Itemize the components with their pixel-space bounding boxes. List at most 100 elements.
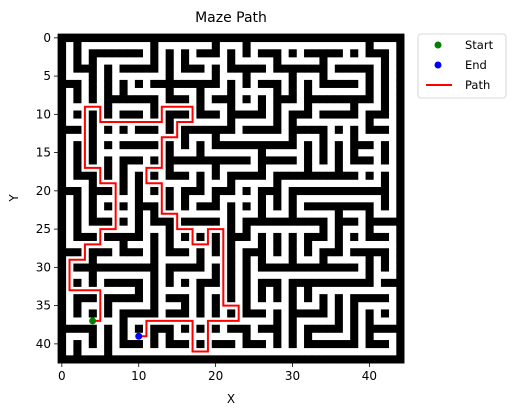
maze-wall [119, 309, 128, 318]
maze-wall [257, 156, 266, 165]
maze-wall [204, 110, 213, 119]
maze-wall [150, 271, 159, 280]
maze-wall [257, 110, 266, 119]
maze-wall [257, 49, 266, 58]
maze-wall [234, 355, 243, 364]
maze-wall [257, 95, 266, 104]
maze-wall [396, 248, 405, 257]
maze-wall [227, 187, 236, 196]
maze-wall [334, 148, 343, 157]
maze-wall [227, 255, 236, 264]
maze-wall [273, 278, 282, 287]
maze-wall [265, 156, 274, 165]
maze-wall [288, 171, 297, 180]
maze-wall [104, 324, 113, 333]
maze-wall [119, 278, 128, 287]
maze-wall [334, 141, 343, 150]
y-tick-label: 40 [36, 337, 51, 351]
maze-wall [380, 56, 390, 65]
maze-wall [365, 294, 374, 303]
maze-wall [142, 125, 151, 134]
maze-wall [73, 225, 82, 234]
maze-wall [104, 294, 113, 303]
maze-wall [311, 355, 320, 364]
maze-wall [319, 324, 328, 333]
maze-wall [88, 64, 97, 73]
maze-wall [211, 41, 220, 50]
maze-wall [288, 125, 297, 134]
maze-wall [288, 141, 297, 150]
maze-wall [88, 79, 97, 88]
legend-end-marker [434, 61, 442, 69]
maze-wall [96, 34, 105, 43]
maze-wall [280, 156, 290, 165]
maze-wall [88, 355, 97, 364]
maze-wall [357, 187, 366, 196]
maze-wall [88, 271, 97, 280]
maze-wall [127, 156, 136, 165]
maze-wall [58, 317, 67, 326]
maze-wall [58, 133, 67, 142]
maze-wall [319, 355, 328, 364]
maze-wall [104, 347, 113, 356]
maze-wall [58, 263, 67, 272]
maze-wall [380, 355, 390, 364]
maze-wall [173, 110, 182, 119]
maze-wall [181, 187, 190, 196]
maze-wall [265, 263, 274, 272]
maze-wall [365, 141, 374, 150]
maze-wall [211, 232, 220, 241]
maze-wall [150, 64, 159, 73]
x-tick-label: 20 [208, 369, 223, 383]
maze-wall [181, 141, 190, 150]
maze-wall [73, 164, 82, 173]
maze-wall [165, 340, 174, 349]
maze-wall [81, 355, 90, 364]
maze-wall [242, 225, 251, 234]
maze-wall [204, 278, 213, 287]
maze-wall [58, 225, 67, 234]
maze-wall [311, 171, 320, 180]
maze-wall [350, 217, 359, 226]
maze-wall [250, 110, 259, 119]
maze-wall [58, 41, 67, 50]
maze-wall [319, 125, 328, 134]
x-axis-label: X [227, 392, 235, 406]
maze-wall [304, 156, 313, 165]
maze-wall [150, 340, 159, 349]
maze-wall [119, 79, 128, 88]
maze-wall [119, 125, 128, 134]
maze-wall [273, 110, 282, 119]
maze-wall [334, 164, 343, 173]
maze-wall [273, 240, 282, 249]
maze-wall [88, 34, 97, 43]
maze-wall [257, 232, 266, 241]
maze-wall [396, 340, 405, 349]
maze-wall [150, 309, 159, 318]
maze-wall [150, 301, 159, 310]
maze-wall [58, 49, 67, 58]
maze-wall [58, 194, 67, 203]
maze-wall [334, 301, 343, 310]
maze-wall [388, 217, 397, 226]
maze-wall [319, 133, 328, 142]
maze-wall [288, 209, 297, 219]
maze-wall [365, 278, 374, 287]
maze-wall [342, 217, 351, 226]
maze-wall [288, 263, 297, 272]
maze-wall [211, 133, 220, 142]
maze-wall [304, 87, 313, 96]
maze-wall [119, 217, 128, 226]
maze-wall [257, 324, 266, 333]
maze-wall [188, 187, 197, 196]
maze-wall [350, 64, 359, 73]
maze-wall [365, 41, 374, 50]
maze-wall [150, 202, 159, 211]
maze-wall [181, 156, 190, 165]
maze-wall [234, 110, 243, 119]
maze-wall [250, 355, 259, 364]
maze-wall [365, 95, 374, 104]
maze-wall [73, 187, 82, 196]
maze-wall [165, 72, 174, 81]
maze-wall [211, 34, 220, 43]
